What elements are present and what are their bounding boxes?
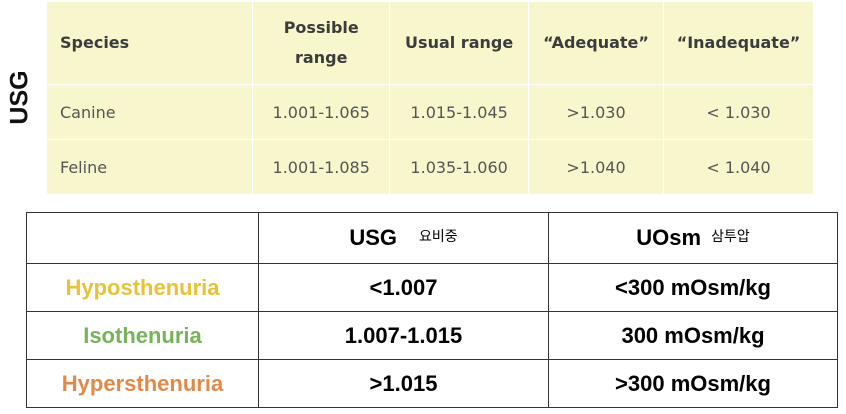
header-possible-range-text: Possible range <box>283 18 359 67</box>
usg-side-label: USG <box>2 62 38 132</box>
table-row: Hyposthenuria <1.007 <300 mOsm/kg <box>26 263 838 312</box>
header-usual-range: Usual range <box>389 2 530 85</box>
header-uosm: UOsm 삼투압 <box>548 212 838 264</box>
header-possible-range: Possible range <box>252 2 391 85</box>
species-cell: Feline <box>47 139 254 194</box>
osm-table-header-row: USG 요비중 UOsm 삼투압 <box>26 212 838 264</box>
usg-value-cell: <1.007 <box>258 263 549 312</box>
header-empty-cell <box>26 212 259 264</box>
usg-value-cell: >1.015 <box>258 359 549 408</box>
isothenuria-label: Isothenuria <box>26 311 259 360</box>
uosm-value-cell: 300 mOsm/kg <box>548 311 838 360</box>
uosm-value-cell: >300 mOsm/kg <box>548 359 838 408</box>
adequate-cell: >1.040 <box>528 139 665 194</box>
adequate-cell: >1.030 <box>528 84 665 140</box>
uosm-value-cell: <300 mOsm/kg <box>548 263 838 312</box>
header-species: Species <box>47 2 254 85</box>
hyposthenuria-label: Hyposthenuria <box>26 263 259 312</box>
header-adequate: “Adequate” <box>528 2 665 85</box>
header-usg-korean: 요비중 <box>419 228 458 244</box>
inadequate-cell: < 1.040 <box>663 139 814 194</box>
header-usg: USG 요비중 <box>258 212 549 264</box>
header-uosm-label: UOsm <box>636 225 702 250</box>
species-cell: Canine <box>47 84 254 140</box>
usual-range-cell: 1.015-1.045 <box>389 84 530 140</box>
specific-gravity-classification-table: USG 요비중 UOsm 삼투압 Hyposthenuria <1.007 <300… <box>26 212 838 408</box>
usg-value-cell: 1.007-1.015 <box>258 311 549 360</box>
usual-range-cell: 1.035-1.060 <box>389 139 530 194</box>
header-uosm-korean: 삼투압 <box>711 228 750 244</box>
table-row: Hypersthenuria >1.015 >300 mOsm/kg <box>26 359 838 408</box>
species-table-header-row: Species Possible range Usual range “Adeq… <box>47 2 814 85</box>
possible-range-cell: 1.001-1.085 <box>252 139 391 194</box>
hypersthenuria-label: Hypersthenuria <box>26 359 259 408</box>
header-inadequate: “Inadequate” <box>663 2 814 85</box>
table-row: Isothenuria 1.007-1.015 300 mOsm/kg <box>26 311 838 360</box>
header-usg-label: USG <box>349 225 398 250</box>
possible-range-cell: 1.001-1.065 <box>252 84 391 140</box>
table-row: Feline 1.001-1.085 1.035-1.060 >1.040 < … <box>47 139 814 194</box>
species-range-table: Species Possible range Usual range “Adeq… <box>47 2 814 194</box>
usg-side-label-text: USG <box>5 69 34 125</box>
inadequate-cell: < 1.030 <box>663 84 814 140</box>
table-row: Canine 1.001-1.065 1.015-1.045 >1.030 < … <box>47 84 814 140</box>
